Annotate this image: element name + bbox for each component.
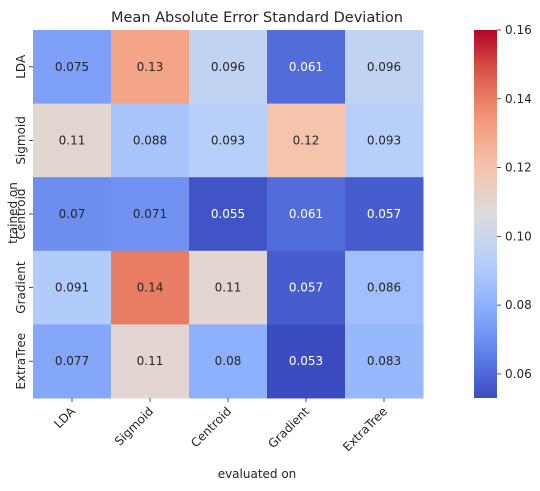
heatmap-cell bbox=[111, 177, 190, 252]
cell-value-label: 0.11 bbox=[215, 281, 242, 295]
heatmap-cell bbox=[189, 324, 268, 399]
heatmap-cell bbox=[33, 30, 112, 105]
heatmap-cell bbox=[33, 177, 112, 252]
cell-value-label: 0.07 bbox=[59, 207, 86, 221]
x-tick-labels: LDA Sigmoid Centroid Gradient ExtraTree bbox=[51, 398, 390, 454]
heatmap-cell bbox=[189, 250, 268, 325]
cell-value-label: 0.11 bbox=[137, 354, 164, 368]
cell-value-label: 0.057 bbox=[289, 281, 323, 295]
heatmap-cell bbox=[345, 250, 424, 325]
cell-value-label: 0.093 bbox=[367, 133, 401, 147]
heatmap-cell bbox=[267, 177, 346, 252]
colorbar-tick-label: 0.16 bbox=[505, 23, 532, 37]
chart-title: Mean Absolute Error Standard Deviation bbox=[111, 10, 403, 26]
heatmap-cell bbox=[267, 250, 346, 325]
heatmap-cell bbox=[111, 103, 190, 178]
cell-value-label: 0.083 bbox=[367, 354, 401, 368]
y-tick-label: Sigmoid bbox=[14, 116, 28, 165]
heatmap-cell bbox=[345, 324, 424, 399]
cell-value-label: 0.14 bbox=[137, 281, 164, 295]
y-tick-label: LDA bbox=[14, 54, 28, 79]
colorbar-tick-label: 0.10 bbox=[505, 229, 532, 243]
cell-value-label: 0.088 bbox=[133, 133, 167, 147]
cell-value-label: 0.061 bbox=[289, 207, 323, 221]
colorbar-tick-label: 0.12 bbox=[505, 161, 532, 175]
y-tick-label: Gradient bbox=[14, 261, 28, 314]
heatmap-cells: 0.075 0.13 0.096 0.061 0.096 0.11 0.088 0.093 0.… bbox=[33, 30, 424, 399]
cell-value-label: 0.071 bbox=[133, 207, 167, 221]
cell-value-label: 0.11 bbox=[59, 133, 86, 147]
heatmap-cell bbox=[189, 103, 268, 178]
cell-value-label: 0.13 bbox=[137, 60, 164, 74]
x-axis-label: evaluated on bbox=[218, 467, 297, 481]
heatmap-cell bbox=[267, 103, 346, 178]
cell-value-label: 0.091 bbox=[55, 281, 89, 295]
y-tick-labels: LDA Sigmoid Centroid Gradient ExtraTree bbox=[14, 54, 33, 390]
colorbar-tick-label: 0.06 bbox=[505, 367, 532, 381]
cell-value-label: 0.096 bbox=[367, 60, 401, 74]
y-axis-label: trained on bbox=[6, 182, 20, 244]
cell-value-label: 0.055 bbox=[211, 207, 245, 221]
cell-value-label: 0.086 bbox=[367, 281, 401, 295]
heatmap-cell bbox=[345, 103, 424, 178]
x-tick-label: Sigmoid bbox=[112, 404, 156, 448]
colorbar-ticks: 0.06 0.08 0.10 0.12 0.14 0.16 bbox=[497, 23, 532, 381]
heatmap-cell bbox=[345, 30, 424, 105]
x-tick-label: LDA bbox=[51, 404, 78, 431]
heatmap-cell bbox=[267, 30, 346, 105]
x-tick-label: ExtraTree bbox=[340, 404, 390, 454]
heatmap-cell bbox=[345, 177, 424, 252]
heatmap-cell bbox=[33, 103, 112, 178]
colorbar-tick-label: 0.08 bbox=[505, 298, 532, 312]
heatmap-cell bbox=[111, 30, 190, 105]
heatmap-cell bbox=[267, 324, 346, 399]
heatmap-cell bbox=[33, 250, 112, 325]
heatmap-cell bbox=[111, 324, 190, 399]
cell-value-label: 0.077 bbox=[55, 354, 89, 368]
heatmap-cell bbox=[189, 30, 268, 105]
cell-value-label: 0.12 bbox=[293, 133, 320, 147]
cell-value-label: 0.096 bbox=[211, 60, 245, 74]
y-tick-label: Centroid bbox=[14, 188, 28, 239]
y-tick-label: ExtraTree bbox=[14, 333, 28, 390]
cell-value-label: 0.061 bbox=[289, 60, 323, 74]
cell-value-label: 0.075 bbox=[55, 60, 89, 74]
cell-value-label: 0.057 bbox=[367, 207, 401, 221]
cell-value-label: 0.093 bbox=[211, 133, 245, 147]
x-tick-label: Centroid bbox=[188, 404, 234, 450]
cell-value-label: 0.08 bbox=[215, 354, 242, 368]
cell-value-label: 0.053 bbox=[289, 354, 323, 368]
colorbar-tick-label: 0.14 bbox=[505, 92, 532, 106]
heatmap-cell bbox=[33, 324, 112, 399]
colorbar bbox=[474, 30, 497, 398]
heatmap-cell bbox=[111, 250, 190, 325]
heatmap-cell bbox=[189, 177, 268, 252]
x-tick-label: Gradient bbox=[265, 404, 312, 451]
